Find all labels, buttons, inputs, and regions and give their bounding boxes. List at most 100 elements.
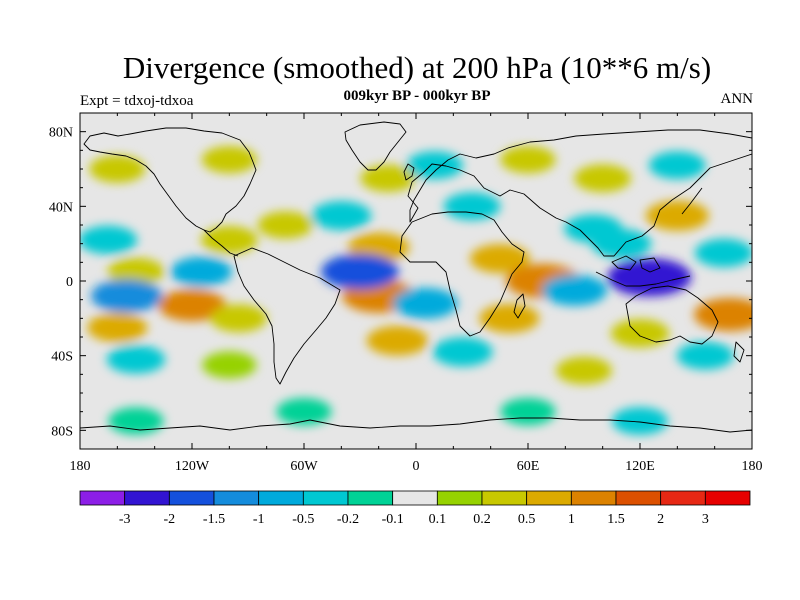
colorbar-swatch [347,490,394,506]
coastline-south-america [233,247,341,385]
colorbar-swatch [660,490,706,506]
field-cell [470,244,530,274]
field-cell [91,279,163,313]
field-cell [500,398,556,426]
field-cell [200,226,258,254]
colorbar-label: 0.1 [429,512,447,527]
x-tick-label: 0 [413,459,420,474]
y-tick-label: 0 [66,275,73,290]
field-cell [108,407,164,435]
x-tick-label: 120W [175,459,210,474]
field-cell [366,325,429,356]
field-cell [574,164,632,193]
coastline-australia [625,285,719,345]
colorbar-swatch [436,490,483,506]
field-cell [500,146,556,174]
colorbar-label: 1 [568,512,575,527]
field-cell [201,146,257,174]
field-cell [257,211,313,239]
plot-subtitle: 009kyr BP - 000kyr BP [343,88,491,104]
colorbar-label: 1.5 [607,512,625,527]
x-tick-label: 60W [290,459,318,474]
colorbar-swatch [704,490,751,506]
field-cell [106,345,166,374]
season-label: ANN [720,91,754,107]
colorbar-label: -3 [119,512,131,527]
colorbar-swatch [213,490,260,506]
field-cell [591,229,652,259]
colorbar-label: -0.2 [337,512,359,527]
field-cell [158,289,226,322]
field-cell [107,257,165,286]
coastlines [80,121,752,433]
colorbar-swatch [258,490,304,506]
colorbar-label: 0.2 [473,512,491,527]
coastline-north-america [83,127,257,233]
field-cell [542,274,608,306]
experiment-label: Expt = tdxoj-tdxoa [80,93,194,109]
colorbar-label: -1 [253,512,265,527]
field-cell [694,238,752,268]
colorbar-label: -2 [163,512,175,527]
colorbar-swatch [615,490,662,506]
colorbar-label: -0.1 [382,512,404,527]
coastline-japan [681,187,703,215]
field-cell [607,258,692,297]
map-panel: 180 120W 60W 0 60E 120E 180 80N 40N 0 40S 80S [49,112,763,474]
field-cell [645,200,709,231]
field-cell [406,151,464,180]
x-tick-label: 180 [742,459,763,474]
coastline-british-isles [403,163,415,181]
coastline-greenland [344,121,407,171]
colorbar-label: -0.5 [292,512,314,527]
field-blobs [80,146,752,435]
colorbar-label: 2 [657,512,664,527]
colorbar: -3 -2 -1.5 -1 -0.5 -0.2 -0.1 0.1 0.2 0.5 1 1.5 2 3 [79,490,751,527]
colorbar-label: 0.5 [518,512,536,527]
field-cell [443,192,501,221]
colorbar-swatch [570,490,617,506]
field-cell [676,341,734,370]
y-tick-label: 40N [49,200,73,215]
field-cell [648,151,706,180]
coastline-new-zealand [733,341,745,363]
y-tick-label: 80S [51,424,73,439]
field-cell [556,356,612,385]
colorbar-swatch [526,490,572,506]
y-tick-label: 40S [51,350,73,365]
coastline-madagascar [513,293,526,319]
field-cell [694,298,752,332]
coastline-eurasia [407,129,752,257]
field-cell [89,155,146,183]
colorbar-swatch [124,490,170,506]
map-frame [79,112,753,450]
y-tick-label: 80N [49,126,73,141]
colorbar-swatch [168,490,215,506]
field-cell [170,256,233,287]
field-cell [479,303,540,333]
field-cell [612,407,668,435]
colorbar-swatch [79,490,126,506]
coastline-indonesia [595,255,691,287]
colorbar-swatch [392,490,438,506]
coastline-antarctica [80,417,752,433]
field-cell [202,351,257,379]
coastline-central-america [203,229,239,257]
field-cell [311,201,372,231]
field-cell [80,225,138,255]
field-cell [276,398,332,426]
page-title: Divergence (smoothed) at 200 hPa (10**6 … [122,50,712,85]
field-cell [210,304,268,333]
x-tick-label: 60E [517,459,540,474]
field-cell [360,164,416,192]
colorbar-label: -1.5 [203,512,225,527]
field-cell [321,253,399,290]
field-cell [392,288,458,319]
colorbar-swatch [481,490,528,506]
x-tick-label: 180 [70,459,91,474]
colorbar-label: 3 [702,512,709,527]
map-tick-labels: 180 120W 60W 0 60E 120E 180 80N 40N 0 40S 80S [49,126,763,474]
x-tick-label: 120E [625,459,655,474]
coastline-africa [399,211,525,337]
